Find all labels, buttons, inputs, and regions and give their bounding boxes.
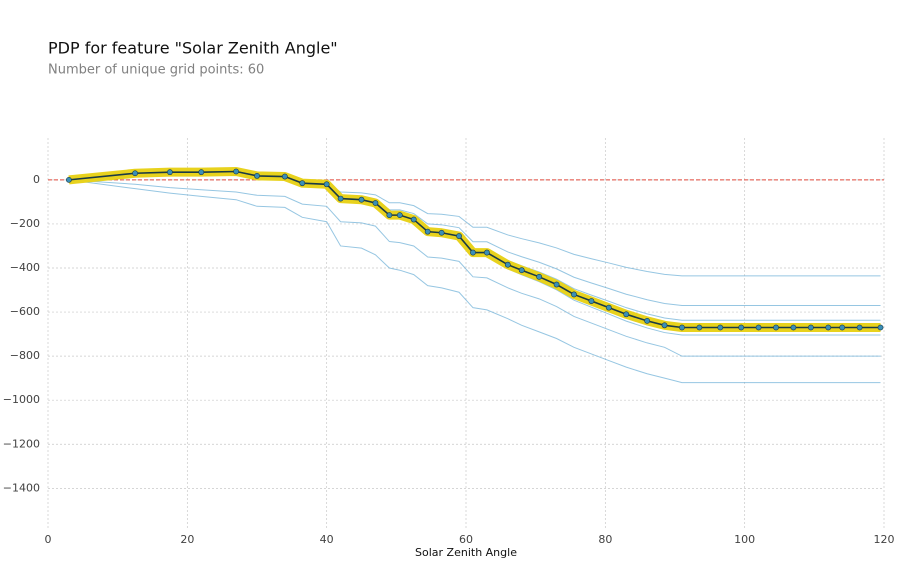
x-tick-label: 0: [45, 533, 52, 546]
pdp-marker: [553, 281, 560, 288]
y-tick-label: −800: [10, 349, 40, 362]
ice-line: [68, 172, 881, 306]
pdp-marker: [281, 173, 288, 180]
pdp-marker: [661, 322, 668, 329]
x-tick-label: 60: [459, 533, 473, 546]
pdp-marker: [773, 324, 779, 331]
ice-line: [68, 171, 881, 321]
pdp-marker: [483, 249, 490, 256]
pdp-marker: [358, 196, 365, 203]
pdp-marker: [456, 233, 462, 239]
pdp-marker: [66, 176, 72, 183]
y-tick-label: −1200: [3, 437, 40, 450]
y-tick-label: −400: [10, 261, 40, 274]
x-tick-label: 100: [734, 533, 755, 546]
y-tick-label: 0: [33, 173, 40, 186]
x-tick-label: 120: [874, 533, 895, 546]
pdp-marker: [856, 324, 863, 331]
y-tick-label: −600: [10, 305, 40, 318]
y-tick-label: −200: [10, 217, 40, 230]
pdp-marker: [571, 291, 577, 298]
pdp-marker: [299, 180, 306, 187]
chart-subtitle: Number of unique grid points: 60: [48, 63, 264, 78]
x-tick-label: 20: [180, 533, 194, 546]
pdp-marker: [755, 324, 762, 331]
pdp-marker: [605, 304, 612, 311]
pdp-marker: [438, 229, 445, 236]
pdp-marker: [504, 261, 511, 268]
pdp-marker: [254, 172, 260, 179]
pdp-marker: [167, 169, 173, 176]
pdp-marker: [623, 311, 630, 318]
pdp-marker: [679, 324, 685, 331]
pdp-marker: [807, 324, 814, 331]
pdp-marker: [717, 324, 724, 331]
y-tick-label: −1000: [3, 393, 40, 406]
pdp-marker: [386, 212, 393, 219]
x-axis-label: Solar Zenith Angle: [415, 546, 517, 559]
pdp-marker: [696, 324, 703, 331]
pdp-marker: [518, 267, 525, 274]
pdp-marker: [877, 324, 884, 331]
pdp-marker: [470, 249, 476, 256]
pdp-marker: [588, 298, 595, 304]
y-tick-label: −1400: [3, 481, 40, 494]
x-tick-label: 80: [598, 533, 612, 546]
pdp-marker: [424, 228, 431, 235]
pdp-marker: [644, 317, 651, 324]
pdp-marker: [233, 168, 239, 175]
pdp-marker: [396, 212, 403, 219]
pdp-marker: [132, 170, 138, 177]
pdp-marker: [790, 324, 797, 331]
pdp-marker: [825, 324, 832, 331]
pdp-marker: [839, 324, 846, 331]
ice-line: [68, 179, 881, 357]
pdp-line: [68, 170, 881, 329]
pdp-marker: [410, 216, 417, 223]
pdp-marker: [372, 200, 379, 206]
pdp-marker: [337, 195, 344, 202]
x-tick-label: 40: [320, 533, 334, 546]
pdp-marker: [536, 273, 543, 280]
chart-title: PDP for feature "Solar Zenith Angle": [48, 39, 338, 58]
ice-line: [68, 173, 881, 277]
pdp-marker: [323, 181, 330, 188]
ice-line: [68, 179, 881, 384]
pdp-marker: [738, 324, 745, 331]
pdp-marker: [198, 169, 205, 176]
